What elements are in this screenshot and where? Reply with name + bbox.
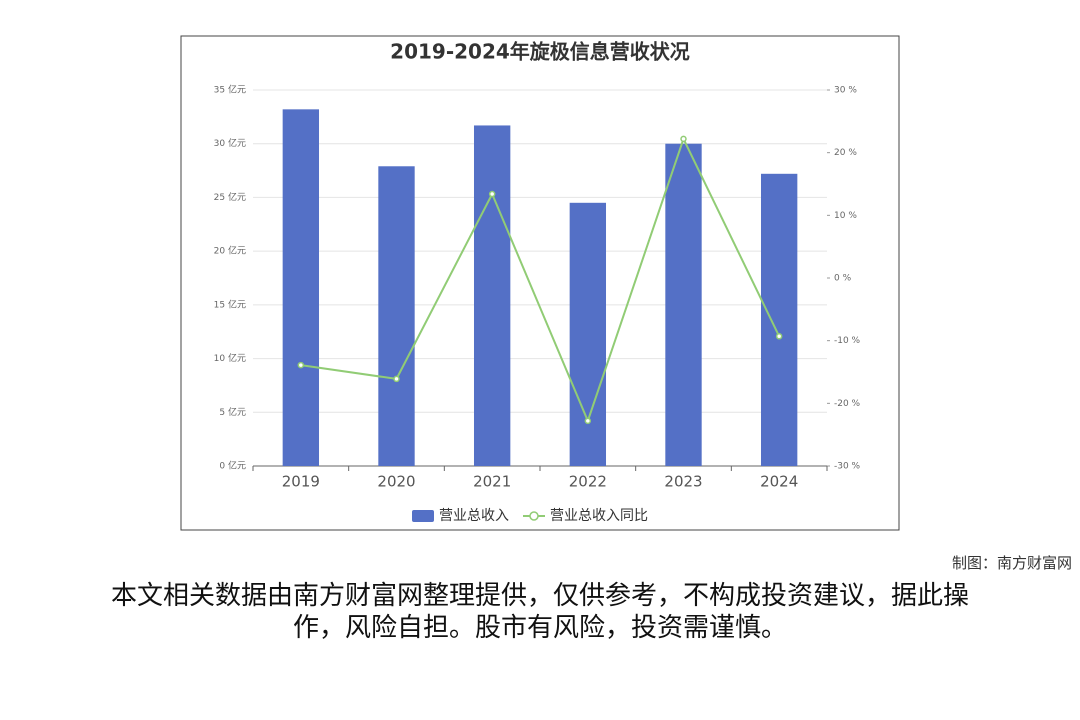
disclaimer: 本文相关数据由南方财富网整理提供，仅供参考，不构成投资建议，据此操作，风险自担。…: [110, 581, 969, 643]
x-tick-label: 2019: [282, 473, 320, 491]
y2-tick-label: -10 %: [834, 336, 861, 346]
y-tick-label: 30 亿元: [214, 137, 246, 149]
y2-tick-label: 30 %: [834, 86, 857, 96]
x-tick-label: 2023: [664, 473, 702, 491]
bar: [473, 125, 511, 467]
legend-swatch: [412, 510, 434, 522]
credit: 制图：南方财富网: [951, 554, 1072, 572]
y-tick-label: 0 亿元: [219, 460, 246, 472]
y-tick-label: 10 亿元: [214, 352, 246, 364]
bar: [760, 173, 798, 466]
point: [297, 361, 305, 369]
point: [680, 135, 687, 143]
point: [488, 190, 496, 198]
y-tick-label: 35 亿元: [214, 84, 246, 96]
legend-label: 营业总收入: [439, 508, 509, 524]
y-tick-label: 20 亿元: [214, 245, 246, 257]
y-tick-label: 15 亿元: [214, 298, 246, 310]
bar: [569, 202, 607, 467]
line: [300, 136, 781, 424]
point: [775, 333, 783, 340]
y2-tick-label: -20 %: [834, 399, 861, 409]
chart-title: 2019-2024年旋极信息营收状况: [390, 40, 690, 64]
legend-label: 营业总收入同比: [550, 508, 648, 524]
bar: [665, 143, 702, 466]
legend-swatch: [529, 511, 539, 521]
chart: 2019-2024年旋极信息营收状况 0 亿元 5 亿元 10 亿元 15 亿元 20 …: [180, 35, 900, 531]
y-tick-label: 25 亿元: [214, 191, 246, 203]
x-tick-label: 2021: [473, 473, 511, 491]
y-tick-label: 5 亿元: [219, 406, 246, 418]
point: [393, 375, 400, 383]
bar: [282, 109, 320, 466]
x-tick-label: 2022: [569, 473, 607, 491]
y2-tick-label: -30 %: [834, 462, 861, 472]
bar: [378, 166, 415, 466]
y2-tick-label: 0 %: [834, 274, 852, 284]
y2-tick-label: 10 %: [834, 211, 857, 221]
point: [584, 417, 592, 425]
x-tick-label: 2024: [760, 473, 798, 491]
y2-tick-label: 20 %: [834, 148, 857, 158]
x-tick-label: 2020: [377, 473, 415, 491]
